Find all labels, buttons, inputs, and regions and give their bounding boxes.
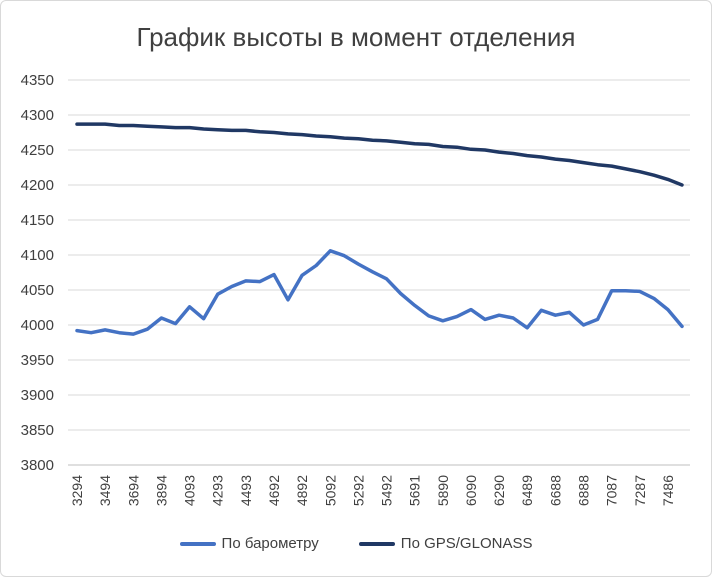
x-tick-label: 6290 bbox=[491, 475, 507, 506]
y-tick-label: 4350 bbox=[21, 72, 54, 89]
chart-title: График высоты в момент отделения bbox=[136, 22, 576, 52]
y-tick-label: 3800 bbox=[21, 457, 54, 474]
legend: По барометру По GPS/GLONASS bbox=[0, 535, 712, 552]
x-tick-label: 5292 bbox=[350, 475, 366, 506]
x-tick-labels: 3294 3494 3694 3894 4093 4293 4493 4692 4892 5092… bbox=[69, 475, 676, 506]
x-tick-label: 6688 bbox=[547, 475, 563, 506]
x-tick-label: 3694 bbox=[125, 475, 141, 506]
y-tick-label: 4000 bbox=[21, 317, 54, 334]
y-tick-label: 4200 bbox=[21, 177, 54, 194]
legend-item-gps: По GPS/GLONASS bbox=[358, 535, 533, 552]
x-tick-label: 7486 bbox=[660, 475, 676, 506]
y-tick-label: 4300 bbox=[21, 107, 54, 124]
x-tick-label: 3294 bbox=[69, 475, 85, 506]
x-tick-label: 4493 bbox=[238, 475, 254, 506]
y-tick-label: 4050 bbox=[21, 282, 54, 299]
x-tick-label: 4293 bbox=[210, 475, 226, 506]
y-tick-label: 3900 bbox=[21, 387, 54, 404]
x-tick-label: 4093 bbox=[182, 475, 198, 506]
x-tick-label: 6489 bbox=[519, 475, 535, 506]
x-tick-label: 7087 bbox=[604, 475, 620, 506]
legend-swatch-gps bbox=[358, 541, 395, 546]
x-tick-label: 6888 bbox=[576, 475, 592, 506]
y-tick-label: 4250 bbox=[21, 142, 54, 159]
x-tick-label: 5890 bbox=[435, 475, 451, 506]
x-tick-label: 5691 bbox=[407, 475, 423, 506]
legend-label-barometer: По барометру bbox=[221, 535, 319, 552]
y-tick-label: 4150 bbox=[21, 212, 54, 229]
x-tick-label: 4692 bbox=[266, 475, 282, 506]
y-tick-label: 3850 bbox=[21, 422, 54, 439]
y-tick-labels: 3800 3850 3900 3950 4000 4050 4100 4150 4200 4250… bbox=[21, 72, 54, 474]
x-tick-label: 5092 bbox=[322, 475, 338, 506]
x-tick-label: 4892 bbox=[294, 475, 310, 506]
series-line-gps bbox=[75, 122, 684, 187]
x-tick-label: 3494 bbox=[97, 475, 113, 506]
series-line-barometer bbox=[75, 249, 684, 336]
legend-item-barometer: По барометру bbox=[179, 535, 319, 552]
series-lines bbox=[75, 122, 684, 336]
x-tick-label: 6090 bbox=[463, 475, 479, 506]
gridlines bbox=[68, 79, 690, 466]
x-tick-label: 5492 bbox=[379, 475, 395, 506]
x-tick-label: 7287 bbox=[632, 475, 648, 506]
x-tick-label: 3894 bbox=[153, 475, 169, 506]
y-tick-label: 3950 bbox=[21, 352, 54, 369]
legend-swatch-barometer bbox=[179, 541, 216, 546]
legend-label-gps: По GPS/GLONASS bbox=[400, 535, 533, 552]
y-tick-label: 4100 bbox=[21, 247, 54, 264]
